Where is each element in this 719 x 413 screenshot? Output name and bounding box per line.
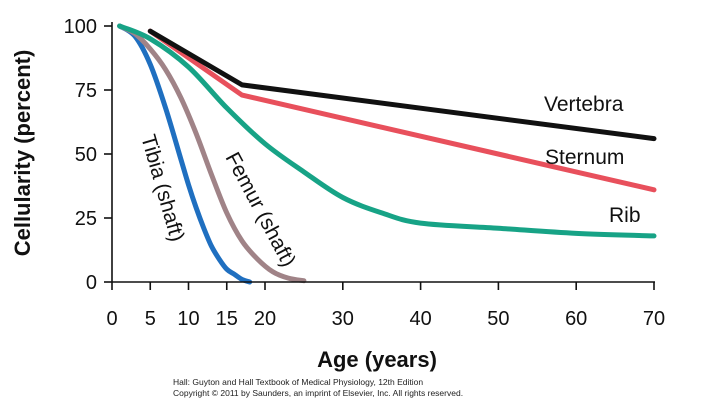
- x-tick-label: 0: [106, 308, 117, 330]
- series-line-tibia-shaft: [117, 23, 253, 285]
- x-tick-label: 20: [254, 308, 276, 330]
- series-line-femur-shaft: [117, 23, 307, 284]
- x-ticks: 0 5 10 15 20 30 40 50 60 70: [106, 282, 665, 330]
- credit-line-2: Copyright © 2011 by Saunders, an imprint…: [173, 388, 463, 398]
- y-tick-label: 0: [86, 272, 97, 294]
- curves-layer: [117, 23, 657, 285]
- series-label-femur: Femur (shaft): [221, 149, 300, 271]
- x-tick-label: 40: [409, 308, 431, 330]
- x-tick-label: 15: [216, 308, 238, 330]
- series-label-sternum: Sternum: [545, 146, 624, 169]
- x-axis-title: Age (years): [317, 347, 437, 372]
- series-line-rib: [117, 23, 657, 239]
- series-label-vertebra: Vertebra: [544, 93, 624, 116]
- y-axis-title: Cellularity (percent): [10, 50, 35, 257]
- x-tick-label: 70: [643, 308, 665, 330]
- series-label-rib: Rib: [609, 204, 641, 227]
- y-tick-label: 100: [64, 16, 97, 38]
- x-tick-label: 5: [145, 308, 156, 330]
- x-tick-label: 50: [487, 308, 509, 330]
- x-tick-label: 60: [565, 308, 587, 330]
- x-tick-label: 30: [332, 308, 354, 330]
- y-ticks: 0 25 50 75 100: [64, 16, 112, 294]
- y-tick-label: 25: [75, 208, 97, 230]
- credit-line-1: Hall: Guyton and Hall Textbook of Medica…: [173, 377, 423, 387]
- series-line-vertebra: [147, 28, 657, 142]
- series-line-sternum: [147, 28, 657, 193]
- y-tick-label: 75: [75, 80, 97, 102]
- y-tick-label: 50: [75, 144, 97, 166]
- x-tick-label: 10: [177, 308, 199, 330]
- series-label-tibia: Tibia (shaft): [136, 132, 188, 244]
